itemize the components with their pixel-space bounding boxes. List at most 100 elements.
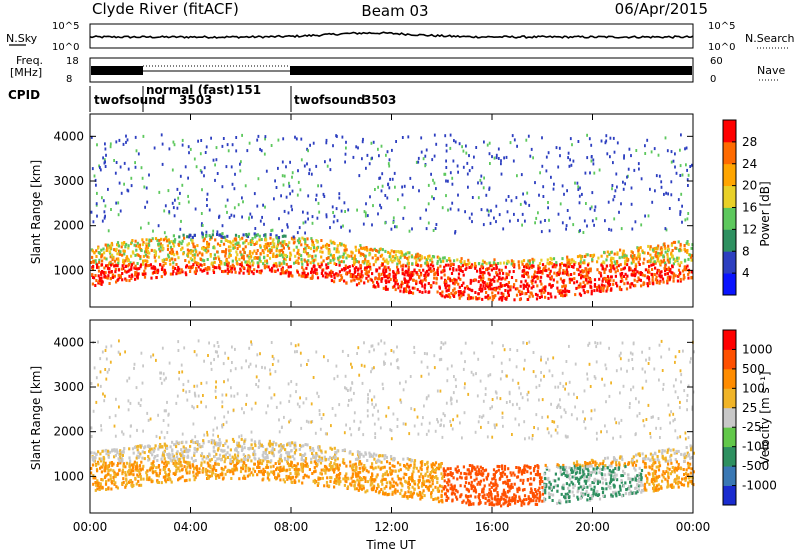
heatmap-cell — [106, 466, 109, 470]
heatmap-cell — [526, 272, 529, 276]
heatmap-cell — [607, 279, 610, 283]
heatmap-cell — [572, 223, 575, 227]
heatmap-cell — [298, 273, 301, 277]
heatmap-cell — [306, 162, 308, 166]
noise-panel-frame — [89, 23, 694, 49]
heatmap-cell — [528, 203, 531, 207]
heatmap-cell — [329, 168, 332, 172]
cpid-mode-1-id: 3503 — [179, 93, 212, 107]
heatmap-cell — [353, 257, 356, 261]
heatmap-cell — [582, 231, 585, 234]
heatmap-cell — [173, 253, 176, 257]
heatmap-cell — [288, 184, 291, 188]
heatmap-cell — [413, 459, 417, 463]
heatmap-cell — [409, 463, 412, 467]
heatmap-cell — [306, 263, 309, 267]
heatmap-cell — [556, 501, 559, 505]
heatmap-cell — [645, 488, 648, 492]
heatmap-cell — [518, 298, 522, 302]
heatmap-cell — [540, 270, 543, 274]
heatmap-cell — [175, 272, 178, 276]
heatmap-cell — [364, 254, 367, 258]
heatmap-cell — [167, 255, 170, 259]
heatmap-cell — [385, 470, 388, 474]
heatmap-cell — [495, 271, 498, 275]
heatmap-cell — [666, 450, 669, 454]
heatmap-cell — [601, 265, 604, 269]
heatmap-cell — [391, 484, 394, 488]
heatmap-cell — [310, 237, 313, 241]
heatmap-cell — [418, 258, 421, 262]
heatmap-cell — [320, 451, 323, 455]
heatmap-cell — [656, 271, 659, 275]
heatmap-cell — [186, 248, 189, 252]
heatmap-cell — [679, 212, 682, 216]
heatmap-cell — [400, 488, 403, 492]
heatmap-cell — [474, 262, 477, 265]
heatmap-cell — [634, 475, 637, 479]
heatmap-cell — [592, 162, 595, 166]
heatmap-cell — [604, 141, 607, 145]
heatmap-cell — [674, 274, 677, 278]
heatmap-cell — [480, 208, 483, 212]
heatmap-cell — [234, 242, 237, 246]
heatmap-cell — [571, 490, 574, 494]
heatmap-cell — [520, 280, 523, 284]
heatmap-cell — [244, 184, 247, 188]
heatmap-cell — [195, 263, 199, 267]
heatmap-cell — [340, 225, 342, 229]
heatmap-cell — [621, 474, 625, 477]
heatmap-cell — [384, 268, 388, 272]
heatmap-cell — [114, 270, 117, 274]
heatmap-cell — [327, 256, 330, 260]
heatmap-cell — [313, 269, 316, 273]
heatmap-cell — [687, 272, 690, 276]
heatmap-cell — [209, 253, 212, 256]
heatmap-cell — [95, 255, 98, 258]
heatmap-cell — [570, 265, 573, 268]
heatmap-cell — [346, 253, 349, 257]
heatmap-cell — [393, 284, 396, 288]
heatmap-cell — [239, 470, 243, 474]
heatmap-cell — [451, 491, 454, 495]
heatmap-cell — [236, 243, 239, 247]
heatmap-cell — [540, 275, 543, 279]
heatmap-cell — [387, 260, 390, 264]
heatmap-cell — [225, 439, 228, 443]
heatmap-cell — [372, 455, 375, 458]
heatmap-cell — [490, 278, 493, 282]
heatmap-cell — [354, 462, 357, 466]
heatmap-cell — [274, 462, 277, 465]
heatmap-cell — [121, 264, 124, 268]
heatmap-cell — [279, 478, 282, 482]
heatmap-cell — [230, 165, 233, 169]
heatmap-cell — [539, 220, 542, 224]
heatmap-cell — [188, 235, 191, 239]
heatmap-cell — [350, 279, 353, 283]
heatmap-cell — [227, 240, 230, 243]
heatmap-cell — [582, 288, 585, 292]
heatmap-cell — [424, 261, 427, 265]
heatmap-cell — [394, 273, 397, 277]
heatmap-cell — [313, 466, 316, 470]
heatmap-cell — [420, 255, 423, 259]
heatmap-cell — [562, 294, 565, 298]
heatmap-cell — [434, 271, 437, 275]
heatmap-cell — [469, 281, 472, 285]
heatmap-cell — [564, 290, 567, 294]
heatmap-cell — [128, 447, 131, 451]
heatmap-cell — [257, 446, 260, 449]
heatmap-cell — [179, 174, 182, 178]
heatmap-cell — [213, 246, 216, 250]
heatmap-cell — [95, 183, 97, 187]
heatmap-cell — [206, 192, 209, 196]
heatmap-cell — [567, 156, 569, 160]
heatmap-cell — [492, 296, 495, 300]
heatmap-cell — [132, 469, 135, 473]
heatmap-cell — [430, 463, 433, 467]
heatmap-cell — [278, 444, 281, 448]
heatmap-cell — [488, 141, 491, 145]
freq-panel-frame — [89, 57, 694, 83]
heatmap-cell — [127, 167, 130, 171]
heatmap-cell — [578, 481, 581, 485]
